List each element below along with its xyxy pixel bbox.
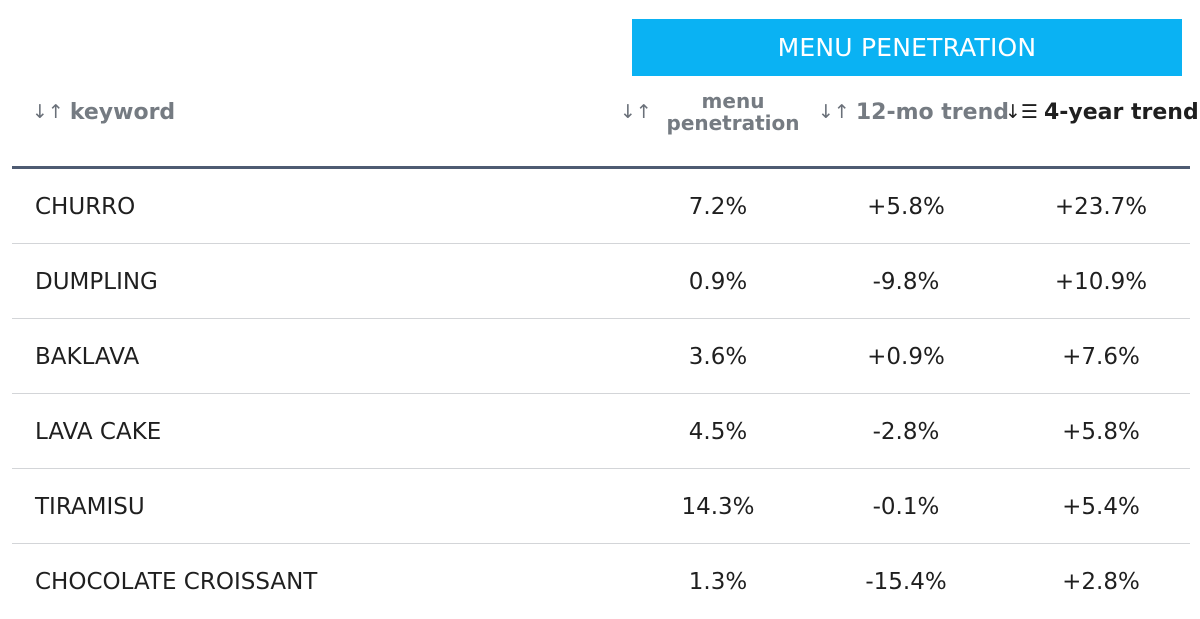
menu-penetration-group-header: MENU PENETRATION [632, 19, 1182, 76]
cell-menu-penetration: 4.5% [688, 418, 748, 445]
cell-4-year-trend: +5.4% [1062, 493, 1140, 520]
column-header-menu-penetration-line2: penetration [666, 111, 800, 135]
cell-menu-penetration: 1.3% [688, 568, 748, 595]
cell-menu-penetration: 3.6% [688, 343, 748, 370]
cell-12-mo-trend: +0.9% [867, 343, 945, 370]
table-row[interactable]: BAKLAVA 3.6% +0.9% +7.6% [12, 319, 1190, 394]
cell-menu-penetration: 7.2% [688, 193, 748, 220]
sort-arrows-icon[interactable]: ↓↑ [620, 100, 652, 123]
table-body: CHURRO 7.2% +5.8% +23.7% DUMPLING 0.9% -… [12, 169, 1190, 619]
column-header-4-year-trend[interactable]: ↓☰ 4-year trend [1005, 84, 1199, 140]
table-row[interactable]: CHOCOLATE CROISSANT 1.3% -15.4% +2.8% [12, 544, 1190, 619]
cell-12-mo-trend: -0.1% [872, 493, 940, 520]
column-header-12-mo-trend-label: 12-mo trend [855, 99, 1009, 125]
cell-4-year-trend: +10.9% [1054, 268, 1148, 295]
cell-keyword: DUMPLING [35, 268, 158, 295]
column-header-keyword-label: keyword [69, 99, 176, 125]
cell-12-mo-trend: -2.8% [872, 418, 940, 445]
table-row[interactable]: TIRAMISU 14.3% -0.1% +5.4% [12, 469, 1190, 544]
table-row[interactable]: LAVA CAKE 4.5% -2.8% +5.8% [12, 394, 1190, 469]
cell-12-mo-trend: +5.8% [867, 193, 945, 220]
cell-menu-penetration: 0.9% [688, 268, 748, 295]
cell-12-mo-trend: -9.8% [872, 268, 940, 295]
column-header-keyword[interactable]: ↓↑ keyword [32, 84, 175, 140]
cell-keyword: CHOCOLATE CROISSANT [35, 568, 318, 595]
table-header: ↓↑ keyword ↓↑ menu penetration ↓↑ 12-mo … [12, 84, 1199, 164]
cell-keyword: BAKLAVA [35, 343, 140, 370]
column-header-menu-penetration-line1: menu [701, 89, 765, 113]
sort-descending-icon[interactable]: ↓☰ [1005, 100, 1038, 123]
column-header-12-mo-trend[interactable]: ↓↑ 12-mo trend [818, 84, 1009, 140]
sort-arrows-icon[interactable]: ↓↑ [818, 100, 850, 123]
cell-4-year-trend: +7.6% [1062, 343, 1140, 370]
table-row[interactable]: DUMPLING 0.9% -9.8% +10.9% [12, 244, 1190, 319]
cell-12-mo-trend: -15.4% [865, 568, 947, 595]
column-header-menu-penetration-sort[interactable]: ↓↑ [620, 84, 658, 140]
cell-4-year-trend: +2.8% [1062, 568, 1140, 595]
cell-4-year-trend: +23.7% [1054, 193, 1148, 220]
column-header-4-year-trend-label: 4-year trend [1043, 99, 1199, 125]
header-divider [12, 166, 1190, 169]
cell-4-year-trend: +5.8% [1062, 418, 1140, 445]
sort-arrows-icon[interactable]: ↓↑ [32, 100, 64, 123]
column-header-menu-penetration[interactable]: menu penetration [662, 84, 804, 140]
cell-keyword: CHURRO [35, 193, 136, 220]
table-row[interactable]: CHURRO 7.2% +5.8% +23.7% [12, 169, 1190, 244]
cell-menu-penetration: 14.3% [681, 493, 755, 520]
cell-keyword: TIRAMISU [35, 493, 145, 520]
cell-keyword: LAVA CAKE [35, 418, 162, 445]
